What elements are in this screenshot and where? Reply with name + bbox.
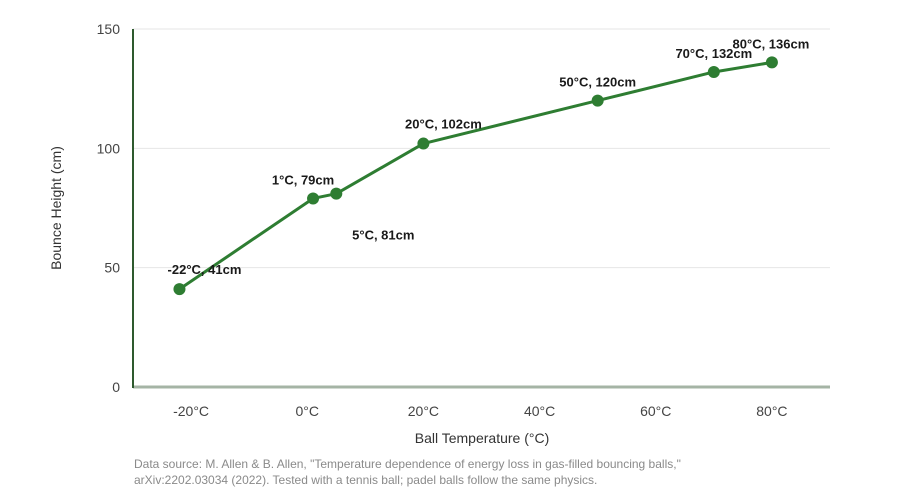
- data-points: [173, 56, 778, 296]
- x-tick-label: 80°C: [756, 403, 787, 419]
- series-line-layer: [178, 60, 773, 291]
- data-label: 80°C, 136cm: [733, 36, 810, 51]
- gridlines: [133, 28, 830, 269]
- data-point: [707, 65, 720, 78]
- source-note: Data source: M. Allen & B. Allen, "Tempe…: [134, 457, 681, 487]
- bounce-height-chart: 0 50 100 150 -20°C 0°C 20°C 40°C 60°C 80°C -22°C,…: [48, 21, 830, 446]
- data-label: 70°C, 132cm: [675, 46, 752, 61]
- tick-labels: 0 50 100 150 -20°C 0°C 20°C 40°C 60°C 80°C: [97, 21, 788, 419]
- y-axis-title: Bounce Height (cm): [48, 146, 64, 270]
- data-label: 50°C, 120cm: [559, 75, 636, 90]
- x-axis-title: Ball Temperature (°C): [415, 430, 550, 446]
- series-line: [178, 60, 773, 291]
- y-tick-label: 100: [97, 140, 121, 156]
- data-point: [765, 56, 778, 69]
- y-tick-label: 50: [104, 260, 120, 276]
- data-point: [330, 187, 343, 200]
- data-point: [417, 137, 430, 150]
- x-tick-label: 0°C: [296, 403, 320, 419]
- data-label: 5°C, 81cm: [352, 228, 414, 243]
- data-label: -22°C, 41cm: [168, 262, 242, 277]
- data-point: [307, 192, 320, 205]
- x-tick-label: -20°C: [173, 403, 209, 419]
- y-tick-label: 0: [112, 379, 120, 395]
- data-label: 20°C, 102cm: [405, 117, 482, 132]
- axes: [132, 29, 830, 389]
- y-tick-label: 150: [97, 21, 121, 37]
- x-tick-label: 40°C: [524, 403, 555, 419]
- x-tick-label: 60°C: [640, 403, 671, 419]
- data-point: [173, 283, 186, 296]
- data-label: 1°C, 79cm: [272, 172, 334, 187]
- data-point: [591, 94, 604, 107]
- x-tick-label: 20°C: [408, 403, 439, 419]
- data-labels: -22°C, 41cm 1°C, 79cm 5°C, 81cm 20°C, 102cm…: [168, 36, 810, 277]
